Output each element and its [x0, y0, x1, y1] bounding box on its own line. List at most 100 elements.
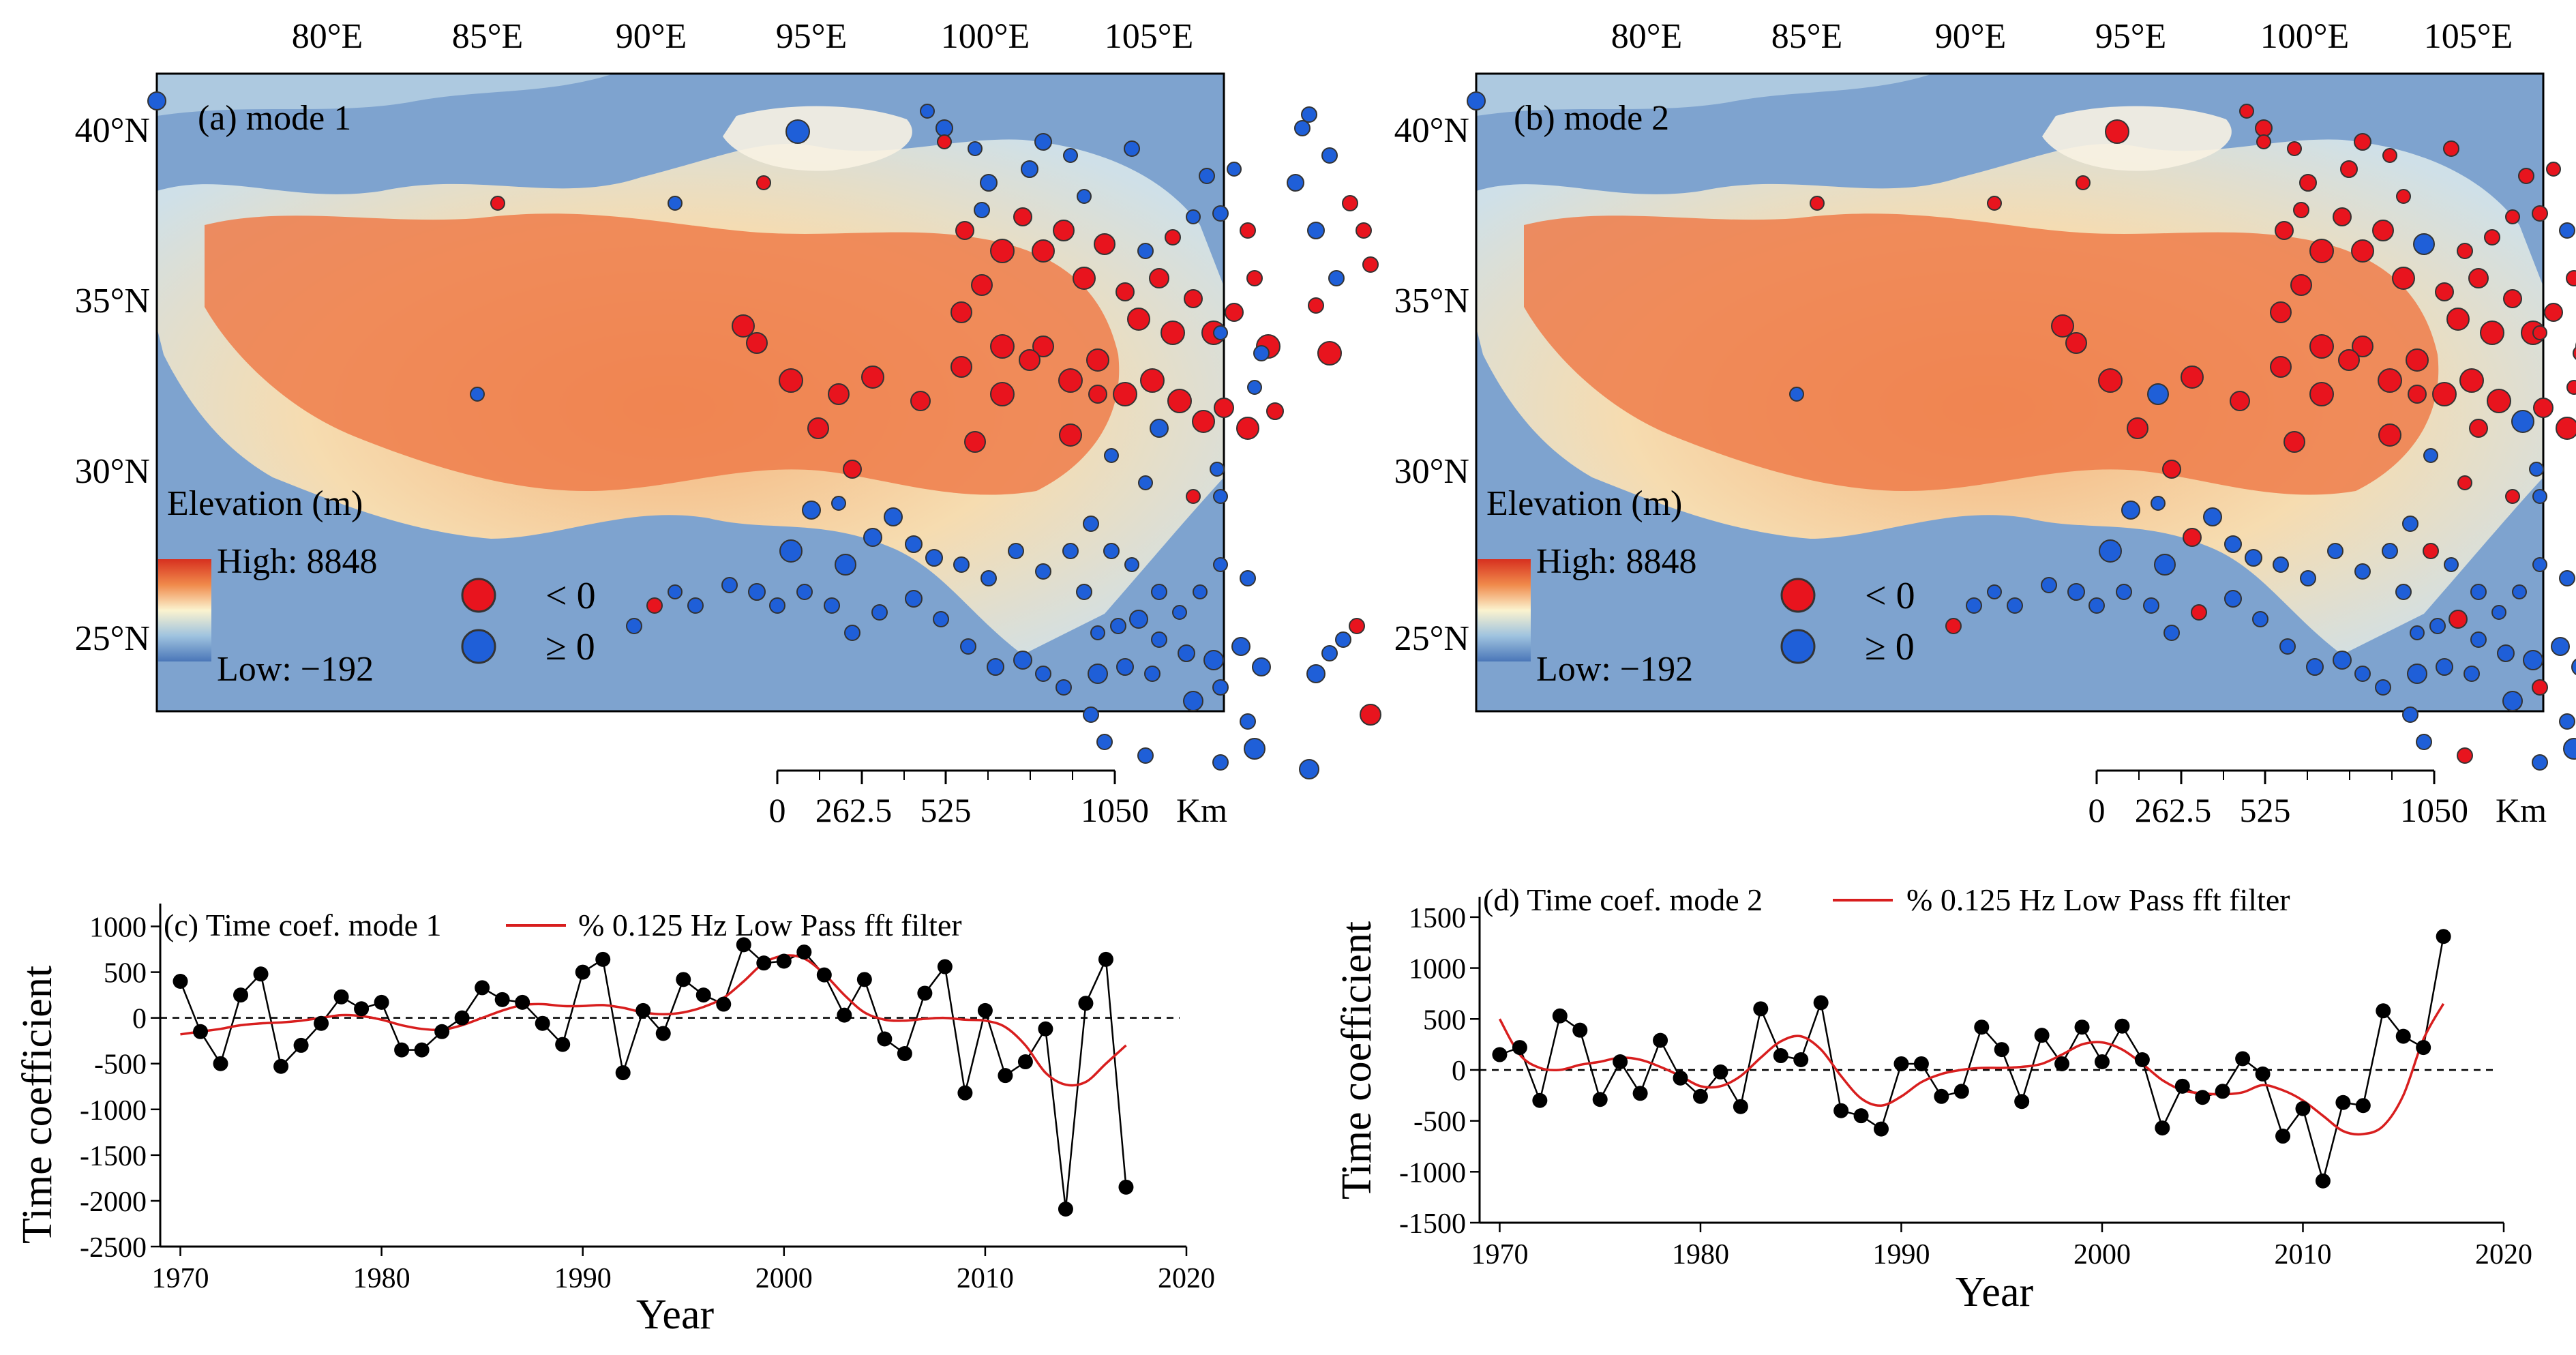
station-marker: [2480, 321, 2504, 345]
station-marker: [2523, 650, 2543, 670]
station-marker: [828, 383, 850, 405]
station-marker: [2544, 303, 2563, 322]
station-marker: [2566, 380, 2576, 395]
station-marker: [1127, 308, 1150, 331]
station-marker: [2497, 644, 2515, 662]
data-point: [2255, 1066, 2271, 1082]
station-marker: [1186, 209, 1201, 224]
station-marker: [1247, 380, 1262, 395]
station-marker: [1062, 543, 1079, 559]
station-marker: [1151, 584, 1167, 600]
lon-tick-label: 105°E: [1105, 17, 1194, 56]
station-marker: [968, 141, 983, 156]
station-marker: [2546, 162, 2561, 177]
station-marker: [1178, 644, 1195, 662]
station-marker: [2444, 557, 2459, 572]
station-marker: [2436, 658, 2453, 676]
x-tick-label: 2020: [1158, 1263, 1215, 1294]
station-marker: [2457, 475, 2472, 490]
lon-tick-label: 105°E: [2424, 17, 2513, 56]
data-point: [2014, 1094, 2030, 1110]
x-tick-label: 2010: [2274, 1239, 2331, 1270]
station-marker: [2402, 706, 2418, 723]
station-marker: [1116, 658, 1134, 676]
station-marker: [1362, 256, 1379, 273]
station-marker: [2245, 549, 2262, 567]
station-marker: [785, 119, 810, 144]
station-marker: [1210, 462, 1225, 477]
station-marker: [1266, 402, 1284, 420]
station-marker: [1160, 321, 1185, 345]
data-point: [1853, 1108, 1869, 1124]
station-marker: [2279, 638, 2296, 655]
station-marker: [1144, 666, 1160, 682]
x-tick-label: 1990: [554, 1263, 612, 1294]
station-marker: [2435, 282, 2454, 301]
lon-tick-label: 85°E: [1771, 17, 1843, 56]
station-marker: [2378, 423, 2401, 447]
station-marker: [861, 366, 884, 389]
station-marker: [2354, 133, 2371, 151]
station-marker: [1140, 368, 1165, 393]
station-marker: [2392, 267, 2415, 290]
station-marker: [2105, 119, 2129, 144]
data-point: [2054, 1056, 2070, 1071]
station-marker: [1021, 160, 1038, 178]
x-tick-label: 2010: [957, 1263, 1014, 1294]
station-marker: [910, 391, 931, 411]
station-marker: [2300, 570, 2316, 586]
data-point: [1098, 951, 1113, 967]
station-marker: [147, 91, 166, 110]
legend-positive-marker: [1780, 629, 1816, 664]
lon-tick-label: 95°E: [776, 17, 848, 56]
data-point: [1058, 1202, 1073, 1217]
station-marker: [2532, 489, 2547, 504]
station-marker: [863, 528, 882, 547]
legend-filter-label: % 0.125 Hz Low Pass fft filter: [578, 908, 962, 942]
station-marker: [2183, 528, 2202, 547]
station-marker: [1124, 140, 1140, 157]
map-panel-mode-1: 80°E 85°E 90°E 95°E 100°E 105°E 40°N 35°N 30°N 25…: [75, 17, 1381, 829]
chart-panel-label: (c) Time coef. mode 1: [164, 908, 442, 942]
data-point: [595, 951, 611, 967]
data-point: [1532, 1092, 1548, 1108]
station-marker: [1789, 387, 1804, 402]
data-point: [2395, 1028, 2411, 1044]
data-point: [394, 1042, 410, 1058]
station-marker: [470, 387, 485, 402]
station-marker: [971, 274, 993, 296]
station-marker: [2299, 174, 2317, 192]
station-marker: [974, 202, 990, 218]
data-point: [2376, 1003, 2391, 1019]
station-marker: [2410, 625, 2425, 640]
y-tick-label: -1500: [1399, 1208, 1466, 1240]
station-marker: [2354, 666, 2371, 682]
lon-tick-label: 85°E: [452, 17, 524, 56]
panel-label: (b) mode 2: [1514, 99, 1669, 138]
station-marker: [1467, 91, 1486, 110]
station-marker: [2429, 618, 2446, 634]
data-point: [1552, 1008, 1568, 1024]
data-point: [1733, 1099, 1748, 1114]
station-marker: [1987, 584, 2002, 599]
station-marker: [2224, 535, 2242, 553]
station-marker: [1083, 516, 1099, 532]
station-marker: [1360, 704, 1381, 726]
station-marker: [1184, 289, 1203, 308]
y-tick-label: -500: [1413, 1107, 1466, 1138]
scale-bar: 0 262.5 525 1050 Km: [2088, 769, 2547, 829]
station-marker: [2121, 501, 2140, 520]
data-point: [333, 989, 349, 1004]
station-marker: [935, 119, 953, 137]
station-marker: [2378, 368, 2402, 393]
scale-bar: 0 262.5 525 1050 Km: [769, 769, 1227, 829]
y-tick-label: 500: [1423, 1004, 1466, 1036]
data-point: [173, 974, 188, 989]
data-point: [1833, 1103, 1849, 1118]
station-marker: [1193, 584, 1208, 599]
station-marker: [2007, 597, 2023, 614]
station-marker: [796, 584, 813, 600]
lat-tick-label: 25°N: [1394, 619, 1469, 658]
station-marker: [1212, 754, 1229, 771]
station-marker: [1810, 196, 1825, 211]
